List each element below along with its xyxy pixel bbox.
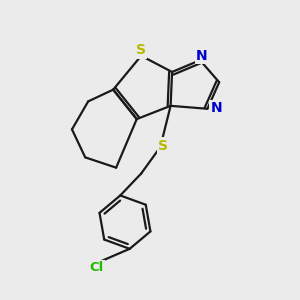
Text: Cl: Cl bbox=[89, 261, 103, 274]
Text: S: S bbox=[158, 139, 168, 153]
Text: S: S bbox=[136, 44, 146, 58]
Text: N: N bbox=[196, 49, 207, 63]
Text: N: N bbox=[210, 101, 222, 115]
